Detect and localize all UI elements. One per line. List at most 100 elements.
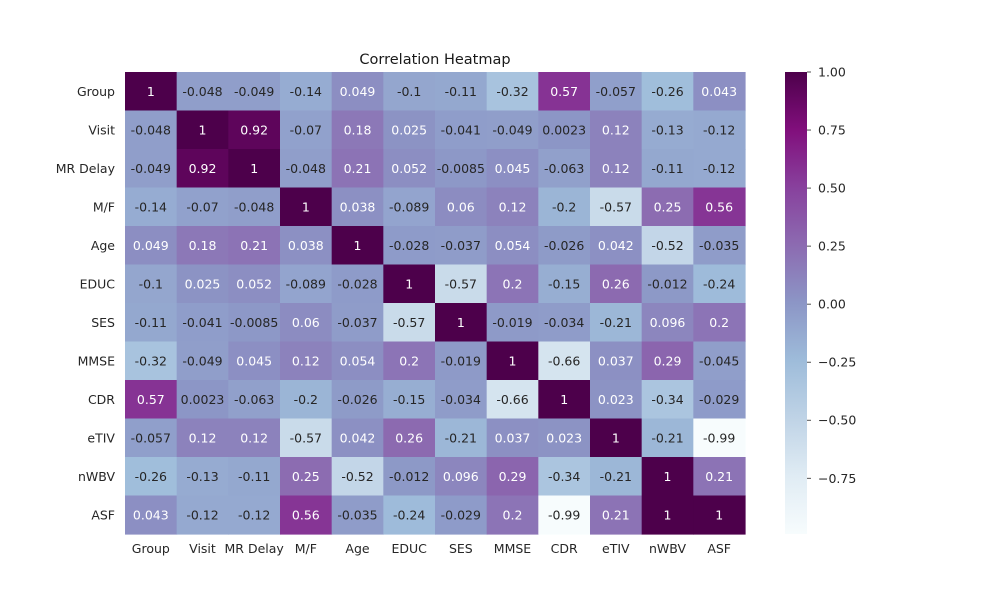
cell-value-label: 0.25 (654, 199, 682, 214)
cell-value-label: -0.26 (651, 84, 683, 99)
cell-value-label: 0.56 (705, 199, 733, 214)
cell-value-label: 0.12 (602, 161, 630, 176)
heatmap-cell (383, 72, 436, 112)
y-tick-label: MR Delay (56, 161, 116, 176)
x-tick-label: Group (132, 541, 170, 556)
cell-value-label: 0.92 (189, 161, 217, 176)
x-tick-label: EDUC (391, 541, 427, 556)
heatmap-cell (331, 341, 384, 381)
cell-value-label: 0.18 (189, 238, 217, 253)
cell-value-label: 0.92 (240, 122, 268, 137)
heatmap-cell (641, 72, 694, 112)
heatmap-cell (435, 495, 488, 535)
cell-value-label: 0.054 (495, 238, 531, 253)
colorbar-tick-labels: 1.00 0.75 0.50 0.25 0.00 −0.25 −0.50 −0.75 (807, 65, 856, 486)
heatmap-cell (641, 303, 694, 343)
heatmap-cell (125, 187, 178, 227)
cell-value-label: -0.089 (389, 199, 429, 214)
cell-value-label: 0.12 (292, 353, 320, 368)
heatmap-cell (228, 72, 281, 112)
heatmap-cell (486, 187, 539, 227)
heatmap-cell (383, 303, 436, 343)
cell-value-label: -0.048 (182, 84, 222, 99)
cell-value-label: 1 (664, 507, 672, 522)
heatmap-cell (125, 149, 178, 189)
cell-value-label: 0.12 (189, 430, 217, 445)
heatmap-cell (435, 187, 488, 227)
x-tick-label: Visit (189, 541, 216, 556)
heatmap-cell (383, 110, 436, 150)
heatmap-cell (176, 418, 229, 458)
colorbar-tick-label: 0.00 (818, 297, 846, 312)
heatmap-cell (641, 380, 694, 420)
heatmap-cell (280, 187, 333, 227)
y-tick-label: Age (91, 238, 115, 253)
cell-value-label: 0.038 (288, 238, 324, 253)
cell-value-label: 0.56 (292, 507, 320, 522)
cell-value-label: 0.25 (292, 469, 320, 484)
cell-value-label: -0.11 (238, 469, 270, 484)
heatmap-cell (176, 380, 229, 420)
cell-value-label: 0.042 (340, 430, 376, 445)
cell-value-label: -0.028 (337, 276, 377, 291)
cell-value-label: 0.26 (395, 430, 423, 445)
heatmap-cell (693, 380, 746, 420)
heatmap-cell (331, 110, 384, 150)
cell-value-label: 0.052 (236, 276, 272, 291)
heatmap-cell (280, 495, 333, 535)
y-tick-label: SES (91, 315, 115, 330)
cell-value-label: -0.15 (548, 276, 580, 291)
cell-value-label: 0.21 (240, 238, 268, 253)
heatmap-cell (176, 110, 229, 150)
cell-value-label: -0.15 (393, 392, 425, 407)
heatmap-cell (486, 110, 539, 150)
cell-value-label: -0.049 (492, 122, 532, 137)
heatmap-cell (383, 418, 436, 458)
heatmap-cell (590, 418, 643, 458)
cell-value-label: -0.037 (441, 238, 481, 253)
colorbar-tick-label: 1.00 (818, 65, 846, 80)
cell-value-label: 0.037 (495, 430, 531, 445)
heatmap-cell (590, 110, 643, 150)
y-tick-label: Visit (88, 122, 115, 137)
heatmap-cell (125, 110, 178, 150)
heatmap-cell (176, 226, 229, 266)
cell-value-label: 0.025 (391, 122, 427, 137)
y-tick-label: ASF (91, 507, 115, 522)
heatmap-cell (641, 226, 694, 266)
heatmap-cell (435, 264, 488, 304)
heatmap-cell (590, 187, 643, 227)
x-tick-label: MR Delay (225, 541, 285, 556)
heatmap-cell (641, 149, 694, 189)
cell-value-label: -0.041 (441, 122, 481, 137)
cell-value-label: -0.66 (548, 353, 580, 368)
cell-value-label: -0.2 (294, 392, 318, 407)
cell-value-label: -0.026 (544, 238, 584, 253)
y-tick-label: nWBV (78, 469, 115, 484)
heatmap-cell (280, 341, 333, 381)
heatmap-cell (176, 72, 229, 112)
y-tick-label: CDR (88, 392, 115, 407)
heatmap-cell (228, 149, 281, 189)
cell-value-label: 1 (509, 353, 517, 368)
cell-value-label: 0.043 (701, 84, 737, 99)
heatmap-cell (280, 418, 333, 458)
heatmap-cell (125, 341, 178, 381)
cell-value-label: -0.2 (552, 199, 576, 214)
cell-value-label: -0.99 (703, 430, 735, 445)
heatmap-cell (228, 226, 281, 266)
heatmap-cell (641, 187, 694, 227)
cell-value-label: 0.2 (503, 276, 523, 291)
heatmap-cell (331, 380, 384, 420)
cell-value-label: 1 (405, 276, 413, 291)
heatmap-cell (280, 149, 333, 189)
heatmap-cell (486, 495, 539, 535)
heatmap-cell (693, 495, 746, 535)
heatmap-cell (435, 226, 488, 266)
cell-value-label: 1 (147, 84, 155, 99)
heatmap-cell (176, 341, 229, 381)
cell-value-label: 1 (354, 238, 362, 253)
cell-value-label: 1 (457, 315, 465, 330)
cell-value-label: 0.096 (443, 469, 479, 484)
